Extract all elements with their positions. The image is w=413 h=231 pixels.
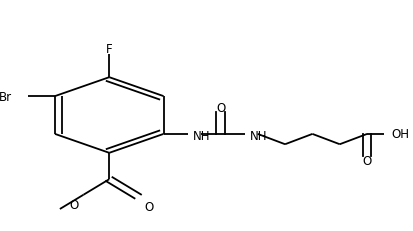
Text: O: O bbox=[145, 201, 154, 214]
Text: NH: NH bbox=[193, 129, 211, 142]
Text: Br: Br bbox=[0, 90, 12, 103]
Text: O: O bbox=[216, 101, 225, 114]
Text: F: F bbox=[106, 43, 113, 56]
Text: O: O bbox=[363, 155, 372, 167]
Text: OH: OH bbox=[391, 128, 409, 141]
Text: O: O bbox=[70, 198, 79, 211]
Text: NH: NH bbox=[250, 129, 268, 142]
